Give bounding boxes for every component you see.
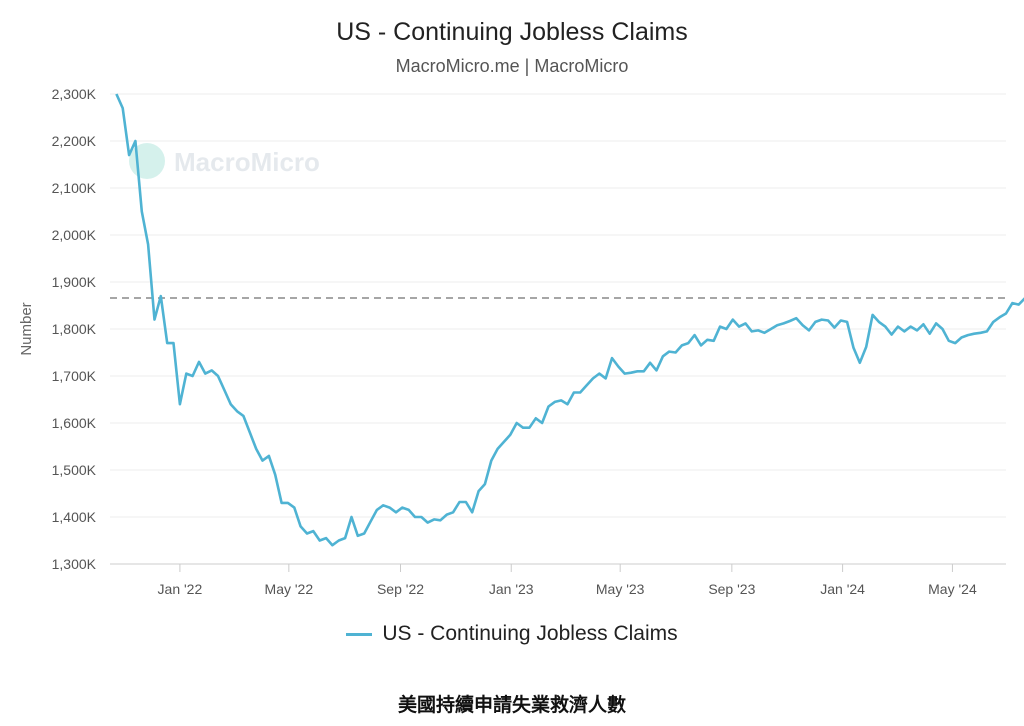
y-tick-label: 2,200K bbox=[52, 133, 97, 149]
x-tick-label: Sep '22 bbox=[377, 581, 424, 597]
y-tick-label: 2,300K bbox=[52, 86, 97, 102]
chart-canvas: MacroMicro 1,300K 1,400K 1,500K 1,600K 1,700… bbox=[18, 86, 1024, 597]
y-tick-label: 1,700K bbox=[52, 368, 97, 384]
x-tick-label: Sep '23 bbox=[708, 581, 755, 597]
footer-caption: 美國持續申請失業救濟人數 bbox=[397, 694, 626, 716]
legend[interactable]: US - Continuing Jobless Claims bbox=[0, 622, 1024, 646]
x-tick-label: Jan '23 bbox=[489, 581, 534, 597]
watermark-logo: MacroMicro bbox=[129, 143, 320, 179]
y-tick-label: 2,000K bbox=[52, 227, 97, 243]
watermark-logo-icon bbox=[129, 143, 165, 179]
y-axis: 1,300K 1,400K 1,500K 1,600K 1,700K 1,800K 1,90… bbox=[52, 86, 97, 572]
y-tick-label: 1,900K bbox=[52, 274, 97, 290]
legend-swatch bbox=[346, 632, 373, 636]
y-tick-label: 1,500K bbox=[52, 462, 97, 478]
watermark-text: MacroMicro bbox=[174, 147, 320, 177]
x-tick-label: May '22 bbox=[265, 581, 314, 597]
legend-label: US - Continuing Jobless Claims bbox=[382, 622, 678, 645]
series-line bbox=[115, 93, 1024, 547]
y-tick-label: 1,600K bbox=[52, 415, 97, 431]
x-tick-label: May '23 bbox=[596, 581, 645, 597]
chart-title: US - Continuing Jobless Claims bbox=[336, 18, 688, 46]
x-tick-label: Jan '22 bbox=[158, 581, 203, 597]
y-tick-label: 1,400K bbox=[52, 509, 97, 525]
y-axis-label: Number bbox=[18, 302, 35, 355]
chart-subtitle: MacroMicro.me | MacroMicro bbox=[395, 56, 629, 76]
y-tick-label: 1,800K bbox=[52, 321, 97, 337]
x-tick-label: Jan '24 bbox=[820, 581, 865, 597]
gridlines bbox=[110, 93, 1006, 565]
x-axis: Jan '22 May '22 Sep '22 Jan '23 May '23 Sep '… bbox=[158, 564, 977, 597]
y-tick-label: 1,300K bbox=[52, 556, 97, 572]
x-tick-label: May '24 bbox=[928, 581, 977, 597]
y-tick-label: 2,100K bbox=[52, 180, 97, 196]
